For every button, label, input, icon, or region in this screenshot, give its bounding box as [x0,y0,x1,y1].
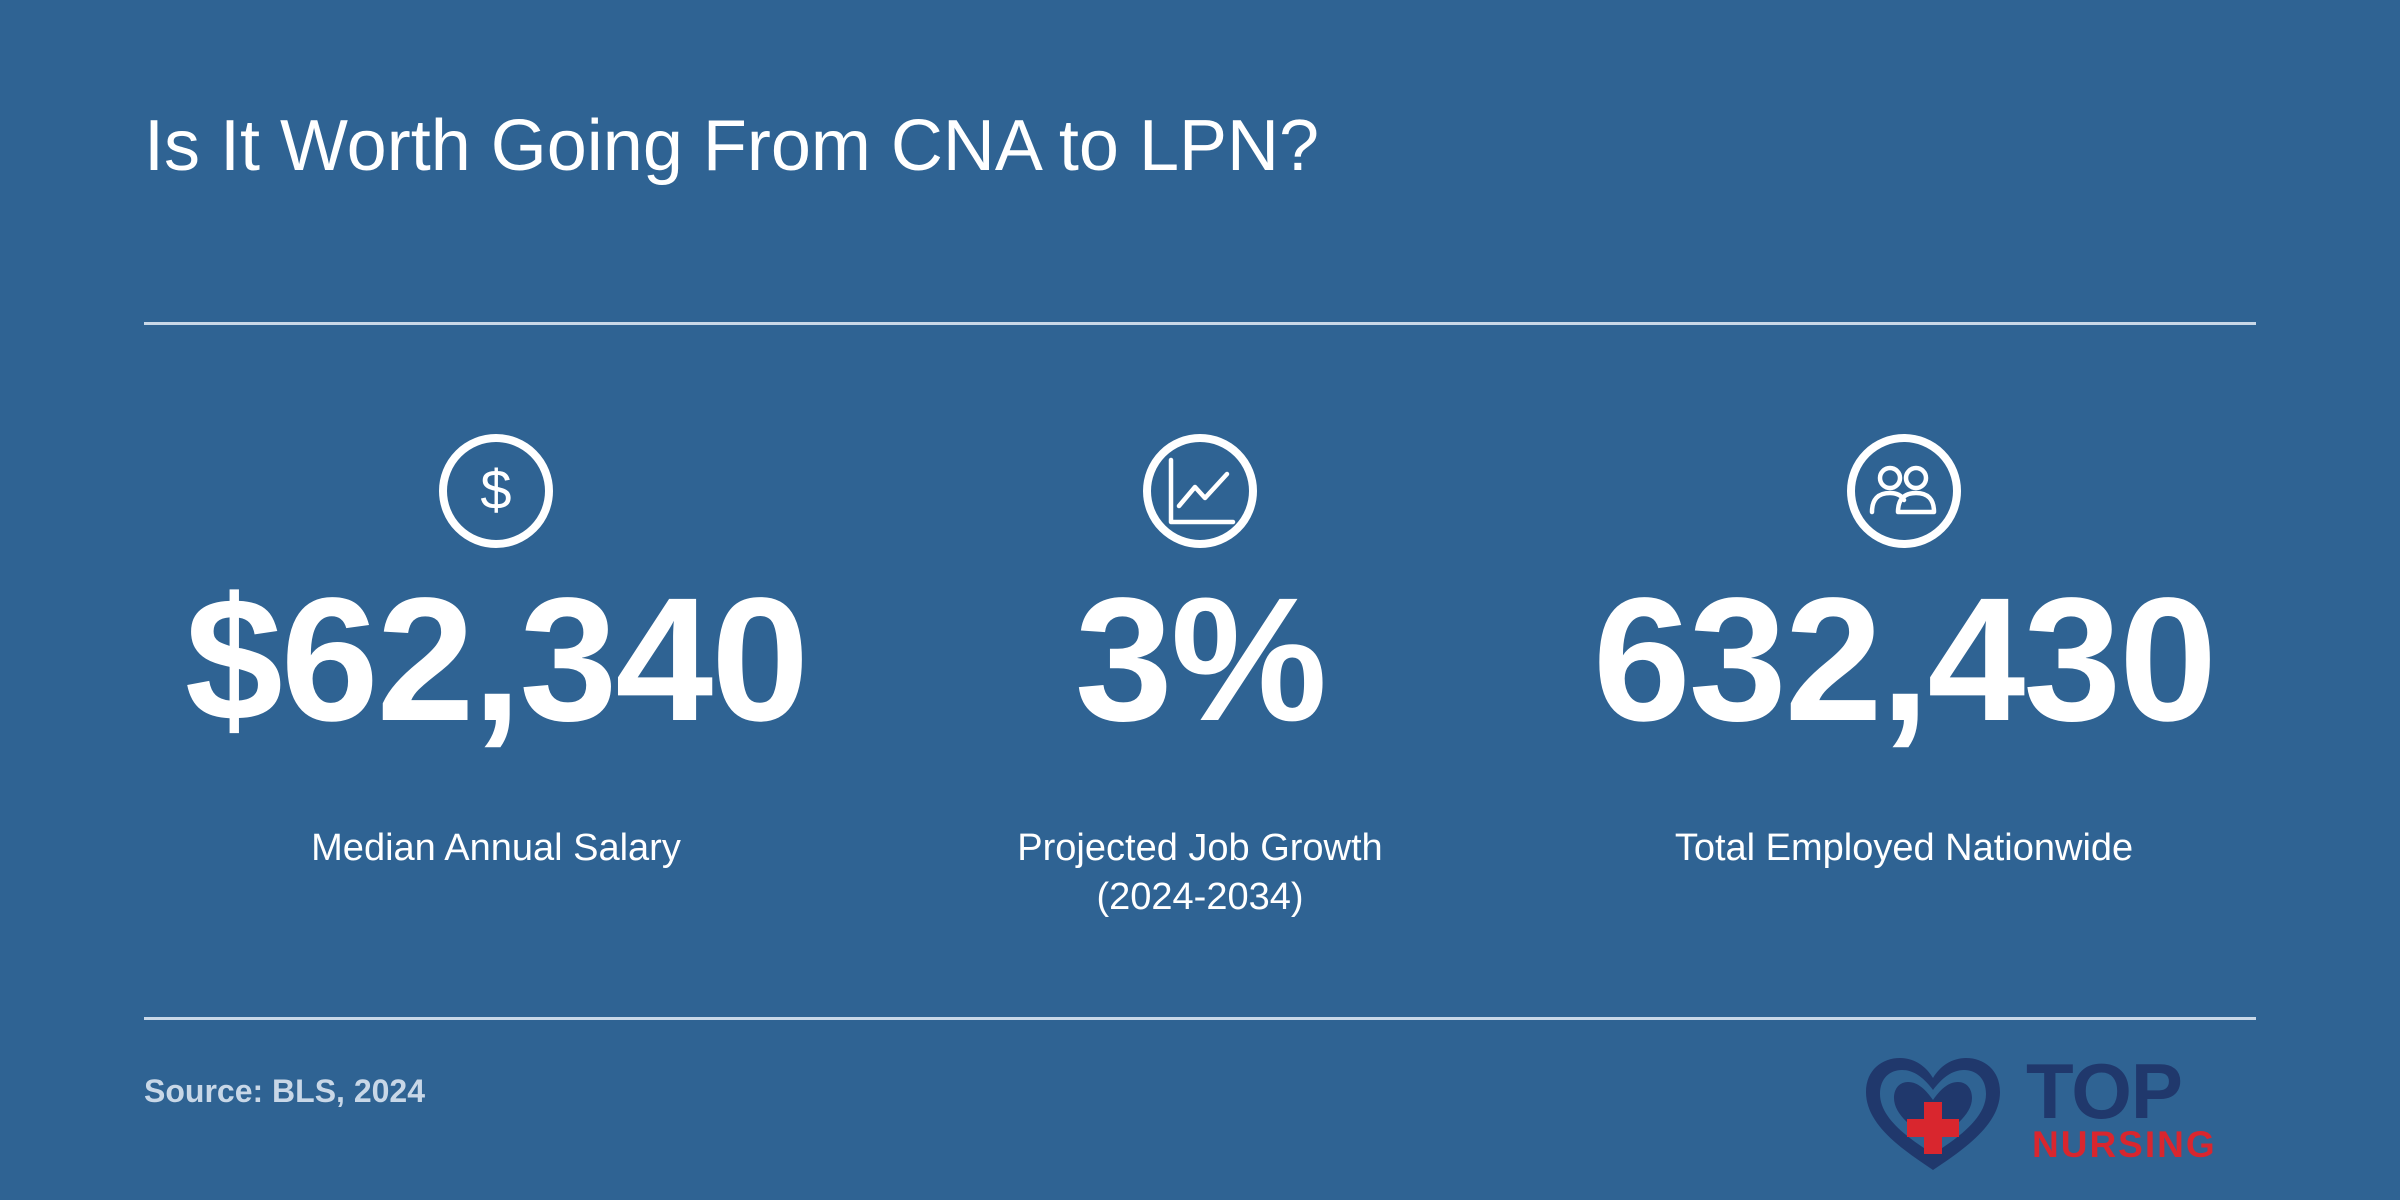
line-chart-icon [1143,434,1257,548]
svg-text:$: $ [480,458,511,521]
stat-job-growth: 3% Projected Job Growth (2024-2034) [848,432,1552,922]
page-title: Is It Worth Going From CNA to LPN? [144,106,1320,186]
stat-value: $62,340 [184,562,809,758]
dollar-icon: $ [439,434,553,548]
stat-value: 632,430 [1592,562,2217,758]
stat-label-line: Total Employed Nationwide [1674,827,2134,869]
logo-text-nursing: NURSING [2032,1124,2217,1165]
stat-label-line: Projected Job Growth [1017,827,1383,869]
stat-median-salary: $ $62,340 Median Annual Salary [144,432,848,873]
stat-label: Projected Job Growth (2024-2034) [848,824,1552,922]
stat-label-line: Median Annual Salary [311,827,681,869]
stat-label: Total Employed Nationwide [1552,824,2256,873]
stat-label-line: (2024-2034) [1096,876,1304,918]
source-citation: Source: BLS, 2024 [144,1073,425,1109]
top-divider [144,322,2256,325]
heart-cross-icon [1866,1058,2000,1170]
bottom-divider [144,1017,2256,1020]
top-nursing-logo: TOP NURSING [1860,1050,2260,1170]
logo-text-top: TOP [2026,1047,2183,1135]
stat-label: Median Annual Salary [144,824,848,873]
people-icon [1847,434,1961,548]
stat-total-employed: 632,430 Total Employed Nationwide [1552,432,2256,873]
stat-value: 3% [1074,562,1327,758]
